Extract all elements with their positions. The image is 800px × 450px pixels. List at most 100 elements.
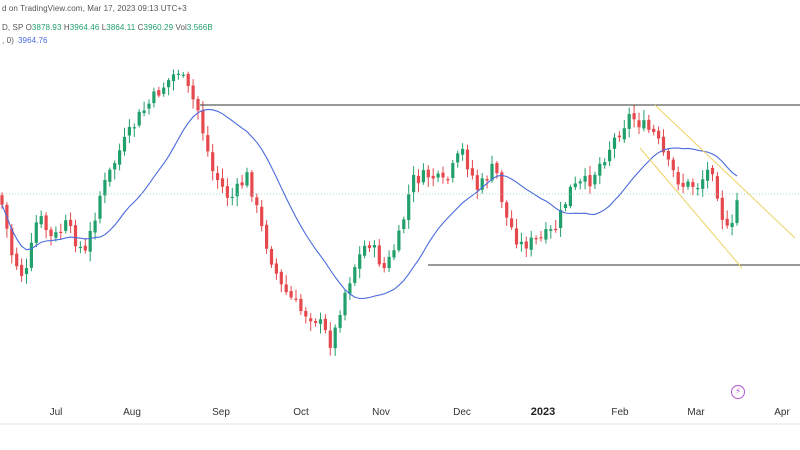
candle-body[interactable]: [441, 172, 445, 178]
candle-body[interactable]: [142, 110, 146, 114]
candle-body[interactable]: [108, 169, 112, 182]
candle-body[interactable]: [505, 202, 509, 218]
candle-body[interactable]: [127, 126, 131, 136]
candle-body[interactable]: [83, 245, 87, 251]
candle-body[interactable]: [500, 172, 504, 203]
candle-body[interactable]: [54, 232, 58, 238]
candle-body[interactable]: [372, 245, 376, 248]
candle-body[interactable]: [255, 197, 259, 206]
candle-body[interactable]: [407, 194, 411, 220]
candle-body[interactable]: [157, 90, 161, 96]
candle-body[interactable]: [627, 114, 631, 129]
candle-body[interactable]: [225, 186, 229, 198]
candle-body[interactable]: [735, 200, 739, 223]
candle-body[interactable]: [0, 195, 4, 205]
channel-lower-line[interactable]: [639, 147, 743, 269]
candle-body[interactable]: [657, 130, 661, 139]
candle-body[interactable]: [715, 176, 719, 199]
candle-body[interactable]: [696, 188, 700, 190]
candle-body[interactable]: [588, 175, 592, 187]
candle-body[interactable]: [88, 231, 92, 252]
candle-body[interactable]: [353, 267, 357, 283]
candle-body[interactable]: [34, 222, 38, 243]
candle-body[interactable]: [299, 298, 303, 311]
candle-body[interactable]: [274, 263, 278, 274]
candle-body[interactable]: [328, 330, 332, 348]
candle-body[interactable]: [583, 175, 587, 182]
candle-body[interactable]: [681, 182, 685, 187]
candle-body[interactable]: [402, 219, 406, 229]
candle-body[interactable]: [720, 197, 724, 220]
candle-body[interactable]: [671, 159, 675, 171]
candle-body[interactable]: [103, 180, 107, 196]
candle-body[interactable]: [490, 163, 494, 181]
candle-body[interactable]: [470, 168, 474, 176]
candle-body[interactable]: [632, 113, 636, 120]
candle-body[interactable]: [122, 136, 127, 152]
candle-body[interactable]: [529, 237, 533, 250]
candle-body[interactable]: [524, 241, 528, 249]
candle-body[interactable]: [676, 172, 680, 185]
candle-body[interactable]: [392, 250, 396, 258]
candle-body[interactable]: [186, 73, 190, 86]
candle-body[interactable]: [461, 148, 465, 155]
candle-body[interactable]: [348, 283, 352, 294]
candle-body[interactable]: [235, 183, 239, 197]
candle-body[interactable]: [456, 153, 460, 163]
candle-body[interactable]: [20, 264, 24, 276]
candle-body[interactable]: [686, 181, 690, 187]
candle-body[interactable]: [451, 163, 455, 178]
candle-body[interactable]: [637, 120, 641, 128]
candle-body[interactable]: [480, 178, 484, 190]
candle-body[interactable]: [201, 110, 205, 134]
candle-body[interactable]: [652, 128, 656, 132]
candle-body[interactable]: [113, 163, 117, 170]
candle-body[interactable]: [431, 175, 435, 179]
candle-body[interactable]: [554, 228, 558, 231]
candle-body[interactable]: [206, 135, 210, 152]
candle-body[interactable]: [152, 91, 156, 104]
candle-body[interactable]: [49, 229, 53, 237]
candle-body[interactable]: [294, 298, 298, 300]
candle-body[interactable]: [338, 315, 342, 328]
candle-body[interactable]: [240, 182, 244, 186]
candle-body[interactable]: [44, 215, 48, 231]
candle-body[interactable]: [211, 152, 215, 172]
candle-body[interactable]: [230, 196, 234, 198]
candle-body[interactable]: [706, 169, 710, 181]
candle-body[interactable]: [510, 218, 514, 228]
candle-body[interactable]: [578, 181, 582, 184]
candle-body[interactable]: [343, 292, 347, 316]
candle-body[interactable]: [612, 137, 617, 149]
candle-body[interactable]: [559, 209, 563, 228]
candle-body[interactable]: [485, 179, 489, 181]
candle-body[interactable]: [426, 169, 430, 178]
candle-body[interactable]: [701, 179, 705, 189]
candle-body[interactable]: [367, 245, 372, 249]
candle-body[interactable]: [181, 74, 185, 76]
candle-body[interactable]: [377, 245, 381, 265]
candle-body[interactable]: [323, 318, 327, 331]
candle-body[interactable]: [495, 163, 499, 174]
candle-body[interactable]: [397, 230, 401, 251]
candle-body[interactable]: [539, 237, 543, 239]
candle-body[interactable]: [603, 162, 607, 166]
candle-body[interactable]: [24, 268, 29, 275]
candle-body[interactable]: [519, 241, 523, 245]
candle-body[interactable]: [289, 291, 293, 298]
candle-body[interactable]: [598, 163, 602, 176]
candle-body[interactable]: [544, 229, 548, 240]
candle-body[interactable]: [642, 120, 646, 129]
candle-body[interactable]: [137, 111, 141, 126]
candle-body[interactable]: [279, 271, 283, 285]
candle-body[interactable]: [446, 179, 450, 181]
candle-body[interactable]: [269, 249, 274, 265]
candle-body[interactable]: [78, 246, 82, 249]
candle-body[interactable]: [593, 174, 597, 185]
lightning-bolt-icon[interactable]: ⚡: [731, 385, 745, 399]
candle-body[interactable]: [514, 228, 519, 245]
candle-body[interactable]: [191, 85, 195, 100]
candle-body[interactable]: [265, 224, 269, 249]
candle-body[interactable]: [563, 204, 568, 208]
